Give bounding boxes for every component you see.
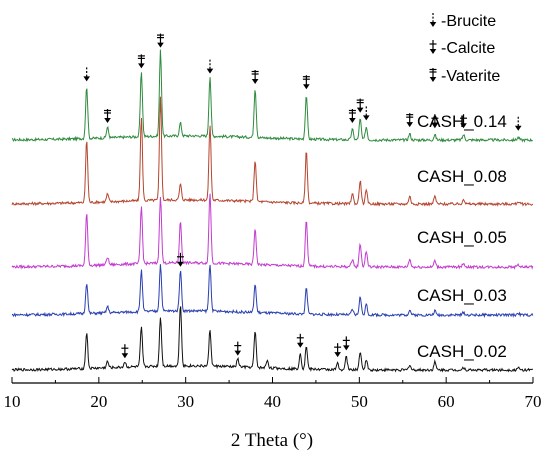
brucite-marker xyxy=(514,116,522,131)
vaterite-marker xyxy=(251,70,259,84)
calcite-marker xyxy=(334,343,342,358)
vaterite-marker xyxy=(156,33,164,48)
x-tick-label: 60 xyxy=(438,392,455,411)
legend-brucite-marker xyxy=(429,13,437,27)
brucite-marker xyxy=(206,59,214,74)
calcite-marker xyxy=(460,114,468,129)
brucite-marker xyxy=(362,106,370,121)
x-axis: 10 20 30 40 50 60 70 xyxy=(4,377,542,411)
calcite-marker xyxy=(431,114,439,129)
legend-label: -Calcite xyxy=(441,40,495,57)
legend-calcite-marker xyxy=(429,40,437,54)
vaterite-marker xyxy=(137,54,145,69)
vaterite-marker xyxy=(104,109,112,123)
series-layer: CASH_0.14 CASH_0.08 CASH_0.05 CASH_0.03 CASH… xyxy=(11,49,534,373)
vaterite-marker xyxy=(348,109,356,123)
legend-vaterite-marker xyxy=(429,68,437,82)
x-tick-label: 20 xyxy=(90,392,107,411)
calcite-marker xyxy=(121,344,129,359)
marker-layer xyxy=(83,33,522,359)
series-label: CASH_0.02 xyxy=(417,342,507,361)
series-label: CASH_0.05 xyxy=(417,228,507,247)
x-tick-label: 50 xyxy=(351,392,368,411)
calcite-marker xyxy=(342,336,350,351)
calcite-marker xyxy=(234,341,242,356)
series-label: CASH_0.14 xyxy=(417,112,507,131)
vaterite-marker xyxy=(302,75,310,90)
calcite-marker xyxy=(296,333,304,348)
series-line xyxy=(11,264,534,319)
series-line xyxy=(11,306,534,373)
brucite-marker xyxy=(83,67,90,82)
series-label: CASH_0.03 xyxy=(417,286,507,305)
vaterite-marker xyxy=(356,98,364,113)
series-line xyxy=(11,49,534,143)
x-tick-label: 30 xyxy=(177,392,194,411)
legend-label: -Vaterite xyxy=(441,68,500,85)
x-tick-label: 70 xyxy=(525,392,542,411)
x-tick-label: 10 xyxy=(4,392,21,411)
x-tick-label: 40 xyxy=(264,392,281,411)
calcite-marker xyxy=(176,252,184,267)
series-line xyxy=(11,193,534,270)
legend-label: -Brucite xyxy=(441,13,496,30)
series-line xyxy=(11,96,534,207)
vaterite-marker xyxy=(406,113,414,128)
legend: -Brucite -Calcite -Vaterite xyxy=(429,13,500,85)
x-axis-title: 2 Theta (°) xyxy=(231,430,313,451)
series-label: CASH_0.08 xyxy=(417,167,507,186)
